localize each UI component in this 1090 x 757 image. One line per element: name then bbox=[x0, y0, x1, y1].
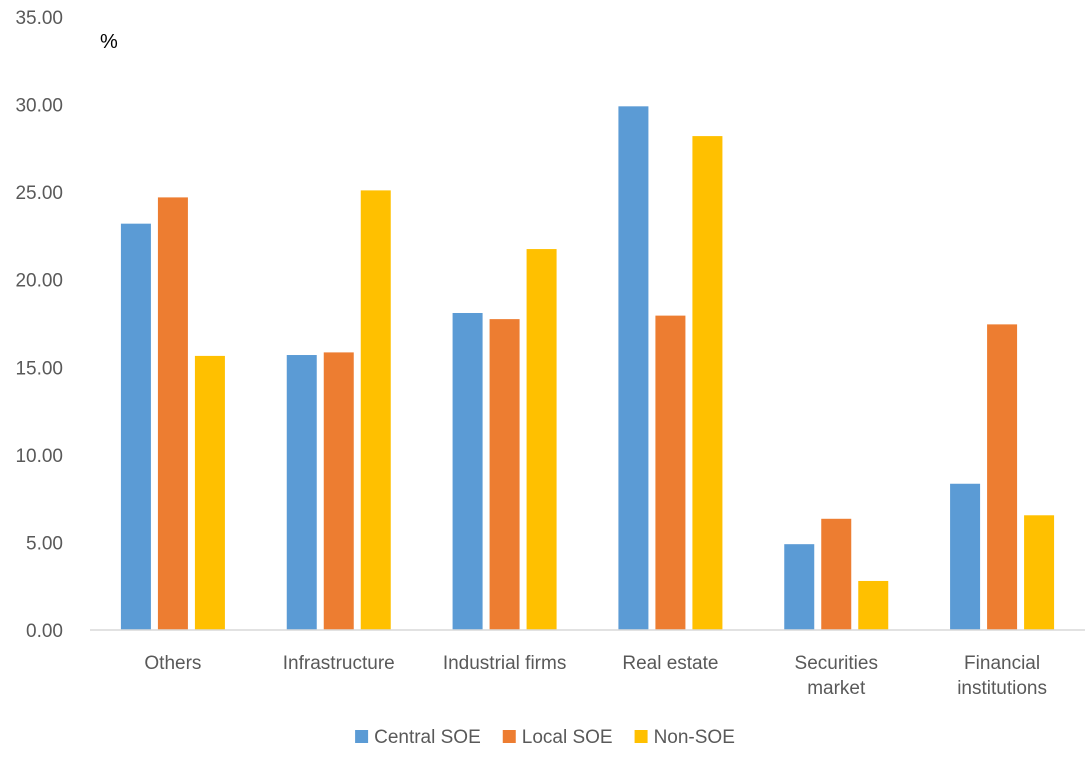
x-category-label: Others bbox=[144, 653, 201, 674]
bar-local-soe bbox=[987, 324, 1018, 630]
x-category-label: Financial institutions bbox=[957, 653, 1047, 699]
legend-label: Local SOE bbox=[522, 727, 613, 748]
bar-central-soe bbox=[452, 312, 483, 630]
bar-central-soe bbox=[618, 106, 649, 630]
y-tick-label: 20.00 bbox=[15, 271, 63, 292]
legend-item-non-soe: Non-SOE bbox=[634, 727, 735, 748]
x-axis-labels: Others Infrastructure Industrial firms Real… bbox=[144, 653, 1047, 699]
bar-non-soe bbox=[360, 190, 391, 631]
bar-non-soe bbox=[1024, 515, 1055, 630]
legend-label: Central SOE bbox=[374, 727, 481, 748]
bar-local-soe bbox=[489, 319, 520, 630]
legend-swatch bbox=[502, 730, 516, 743]
bar-central-soe bbox=[286, 355, 317, 630]
x-category-label: Real estate bbox=[622, 653, 718, 674]
y-tick-label: 10.00 bbox=[15, 446, 63, 467]
bar-central-soe bbox=[784, 544, 815, 630]
y-tick-label: 25.00 bbox=[15, 183, 63, 204]
y-tick-label: 0.00 bbox=[26, 621, 63, 642]
bar-central-soe bbox=[120, 223, 151, 630]
bar-local-soe bbox=[655, 315, 686, 630]
x-category-label: Securities market bbox=[795, 653, 878, 699]
bar-non-soe bbox=[858, 580, 889, 630]
legend-item-local-soe: Local SOE bbox=[502, 727, 613, 748]
y-tick-label: 35.00 bbox=[15, 8, 63, 29]
bar-non-soe bbox=[526, 249, 557, 631]
legend-swatch bbox=[634, 730, 648, 743]
legend: Central SOE Local SOE Non-SOE bbox=[355, 727, 735, 748]
bars bbox=[120, 106, 1055, 631]
legend-swatch bbox=[355, 730, 369, 743]
bar-local-soe bbox=[821, 518, 852, 630]
legend-label: Non-SOE bbox=[654, 727, 735, 748]
x-category-label: Infrastructure bbox=[283, 653, 395, 674]
legend-item-central-soe: Central SOE bbox=[355, 727, 481, 748]
bar-local-soe bbox=[157, 197, 188, 630]
bar-central-soe bbox=[950, 483, 981, 630]
y-axis-unit-label: % bbox=[100, 31, 118, 53]
y-tick-label: 5.00 bbox=[26, 533, 63, 554]
x-category-label: Industrial firms bbox=[443, 653, 567, 674]
bar-non-soe bbox=[194, 355, 225, 630]
y-tick-label: 15.00 bbox=[15, 358, 63, 379]
bar-non-soe bbox=[692, 136, 723, 630]
bar-local-soe bbox=[323, 352, 354, 630]
y-tick-label: 30.00 bbox=[15, 96, 63, 117]
y-axis-ticks: 0.00 5.00 10.00 15.00 20.00 25.00 30.00 35.00 bbox=[15, 8, 63, 642]
